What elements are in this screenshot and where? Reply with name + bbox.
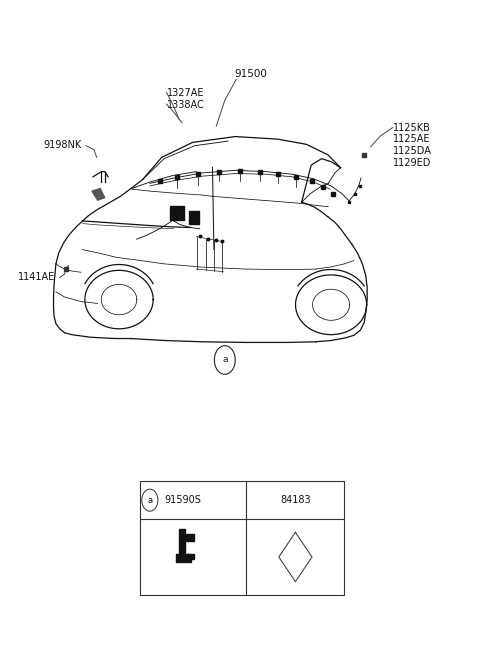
Text: 1125KB: 1125KB	[393, 122, 431, 133]
Bar	[140, 481, 344, 595]
Bar	[170, 206, 184, 220]
Text: 1129ED: 1129ED	[393, 158, 431, 168]
Bar	[189, 212, 199, 224]
Text: 1327AE: 1327AE	[167, 88, 204, 98]
Text: 91500: 91500	[234, 69, 267, 79]
Polygon shape	[92, 189, 105, 200]
Text: 1125AE: 1125AE	[393, 134, 430, 144]
Bar	[176, 553, 191, 561]
Bar	[186, 553, 194, 559]
Text: a: a	[222, 356, 228, 364]
Text: 84183: 84183	[280, 495, 311, 505]
Text: 1338AC: 1338AC	[167, 100, 204, 110]
Text: 1141AE: 1141AE	[18, 272, 55, 282]
Text: 9198NK: 9198NK	[43, 140, 81, 150]
Bar	[186, 534, 194, 541]
Text: a: a	[147, 496, 153, 504]
Text: 1125DA: 1125DA	[393, 146, 432, 156]
Text: 91590S: 91590S	[164, 495, 201, 505]
Bar	[179, 529, 185, 553]
